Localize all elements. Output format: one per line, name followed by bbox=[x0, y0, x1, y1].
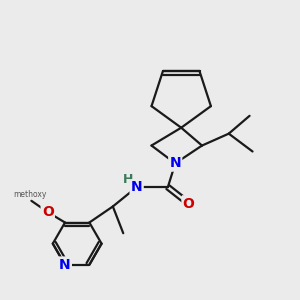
Text: N: N bbox=[59, 258, 71, 272]
Text: O: O bbox=[42, 205, 54, 219]
Text: O: O bbox=[183, 196, 195, 211]
Text: N: N bbox=[131, 180, 142, 194]
Text: N: N bbox=[169, 156, 181, 170]
Text: O: O bbox=[42, 205, 54, 219]
Text: N: N bbox=[131, 180, 142, 194]
Text: O: O bbox=[183, 196, 195, 211]
Text: H: H bbox=[123, 173, 134, 186]
Text: N: N bbox=[169, 156, 181, 170]
Text: H: H bbox=[123, 173, 134, 186]
Text: methoxy: methoxy bbox=[13, 190, 46, 199]
Text: N: N bbox=[59, 258, 71, 272]
